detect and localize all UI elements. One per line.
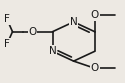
Text: F: F — [4, 14, 10, 24]
Text: F: F — [4, 39, 10, 49]
Text: O: O — [91, 10, 99, 20]
Text: N: N — [70, 17, 78, 27]
Text: N: N — [49, 46, 56, 56]
Text: O: O — [91, 63, 99, 73]
Text: O: O — [28, 27, 37, 37]
